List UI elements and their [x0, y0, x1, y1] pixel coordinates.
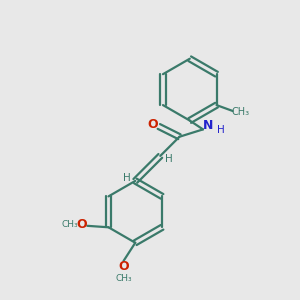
Text: CH₃: CH₃	[115, 274, 132, 283]
Text: N: N	[203, 119, 213, 132]
Text: O: O	[76, 218, 87, 231]
Text: H: H	[123, 173, 130, 183]
Text: CH₃: CH₃	[232, 107, 250, 118]
Text: CH₃: CH₃	[61, 220, 78, 229]
Text: O: O	[147, 118, 158, 130]
Text: H: H	[218, 125, 225, 135]
Text: H: H	[165, 154, 173, 164]
Text: O: O	[118, 260, 129, 273]
